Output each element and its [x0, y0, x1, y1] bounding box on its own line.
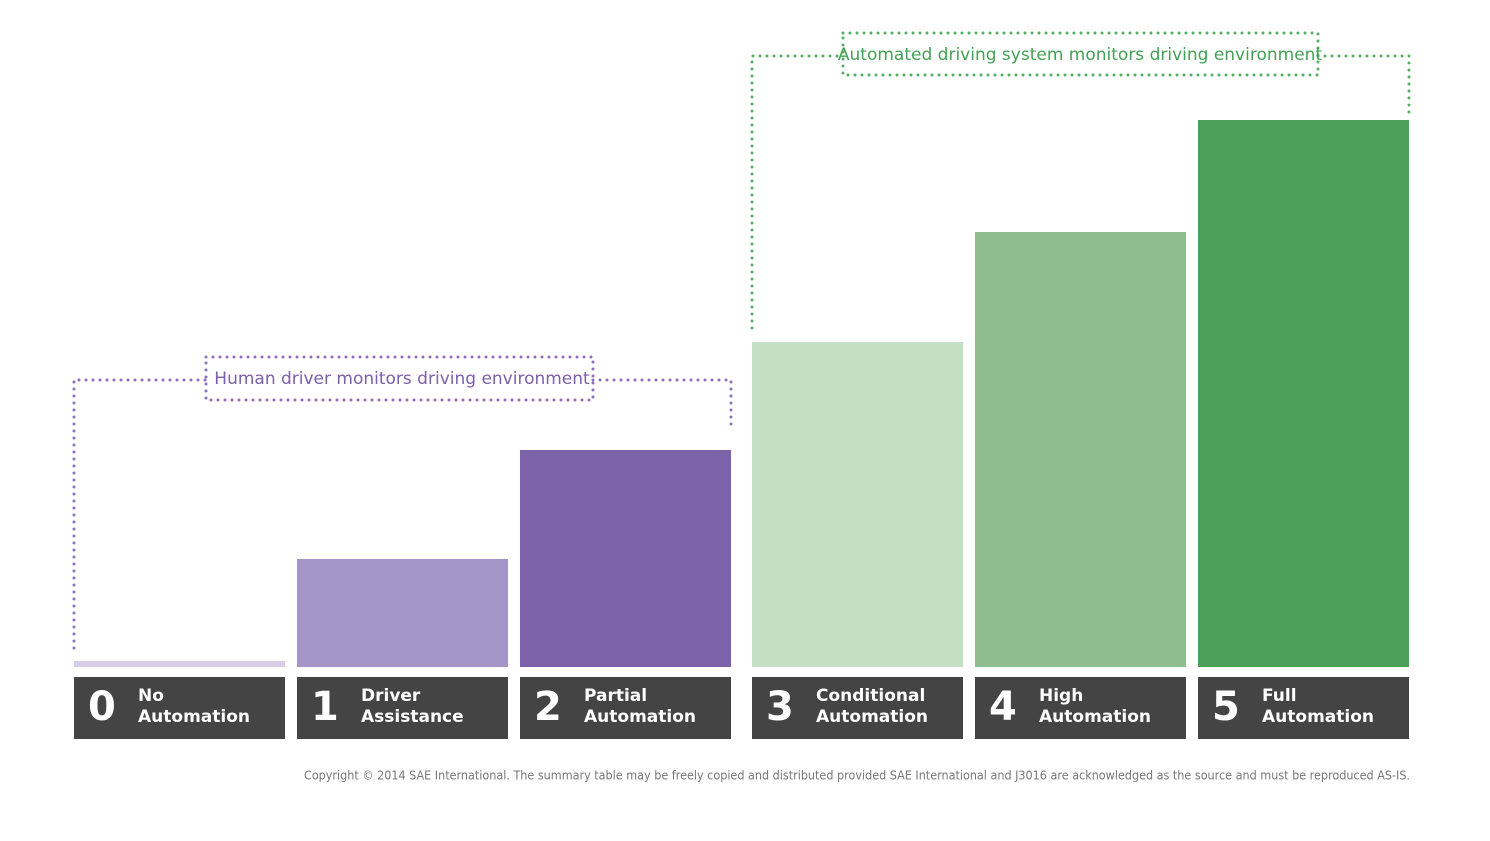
level-box [1198, 677, 1409, 739]
level-label: No [138, 686, 164, 706]
system-bracket [750, 31, 1411, 330]
level-box [297, 677, 508, 739]
copyright: Copyright © 2014 SAE International. The … [304, 769, 1410, 783]
level-bar [752, 342, 963, 667]
level-label: Automation [816, 707, 928, 727]
level-box [74, 677, 285, 739]
level-bar [520, 450, 731, 667]
bracket-box [841, 31, 1320, 77]
level-bar [975, 232, 1186, 667]
level-label: High [1039, 686, 1083, 706]
level-number: 5 [1212, 684, 1240, 730]
level-number: 2 [534, 684, 562, 730]
level-label: Partial [584, 686, 647, 706]
annotation: Automated driving system monitors drivin… [838, 45, 1323, 65]
level-label: Full [1262, 686, 1297, 706]
level-number: 3 [766, 684, 794, 730]
level-box [975, 677, 1186, 739]
annotation: Human driver monitors driving environmen… [214, 369, 590, 389]
level-box [520, 677, 731, 739]
human-bracket [72, 355, 733, 650]
level-label: Assistance [361, 707, 464, 727]
level-box [752, 677, 963, 739]
level-label: Automation [1262, 707, 1374, 727]
level-label: Automation [584, 707, 696, 727]
level-bar [297, 559, 508, 667]
level-label: Driver [361, 686, 421, 706]
level-number: 0 [88, 684, 116, 730]
level-label: Conditional [816, 686, 925, 706]
level-bar [1198, 120, 1409, 667]
bracket-line [750, 54, 845, 330]
level-number: 1 [311, 684, 339, 730]
level-bar [74, 661, 285, 667]
bracket-line [1316, 54, 1411, 120]
bracket-line [72, 378, 208, 650]
level-number: 4 [989, 684, 1017, 730]
level-label: Automation [1039, 707, 1151, 727]
bracket-box [204, 355, 595, 402]
bracket-line [591, 378, 733, 432]
level-label: Automation [138, 707, 250, 727]
